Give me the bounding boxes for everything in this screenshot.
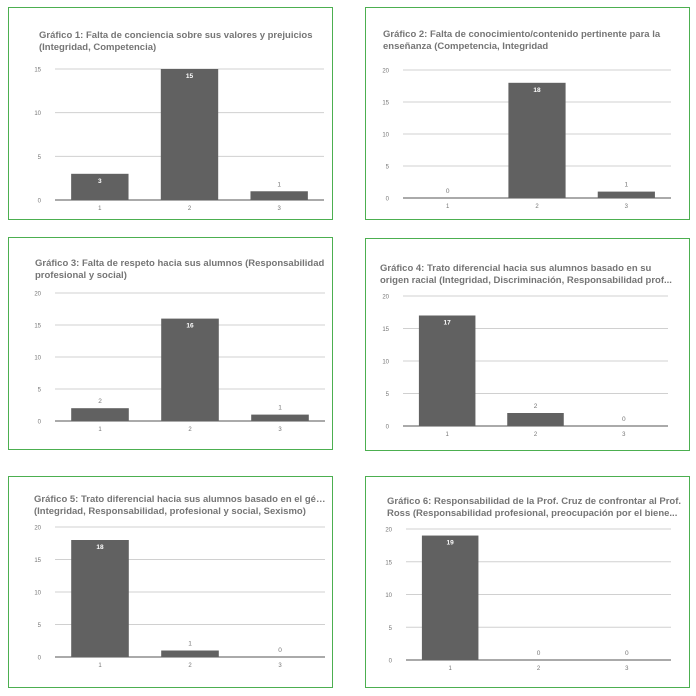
y-tick-label: 5 xyxy=(38,623,42,629)
data-label: 1 xyxy=(625,182,629,189)
bar xyxy=(418,315,476,426)
chart-panel-3: Gráfico 3: Falta de respeto hacia sus al… xyxy=(8,237,333,450)
y-tick-label: 10 xyxy=(382,360,389,366)
bar-chart-svg: 0 5 10 15 20 2 1 16 2 1 3 xyxy=(34,292,325,433)
bar xyxy=(71,173,129,200)
y-tick-label: 10 xyxy=(34,111,41,117)
x-tick-label: 1 xyxy=(445,432,449,438)
x-tick-label: 2 xyxy=(188,427,192,433)
y-tick-label: 20 xyxy=(34,526,41,532)
x-tick-label: 3 xyxy=(278,427,282,433)
x-tick-label: 1 xyxy=(446,204,450,210)
y-tick-label: 0 xyxy=(38,656,42,662)
bar xyxy=(161,650,219,657)
y-tick-label: 0 xyxy=(389,659,393,665)
bar-chart-svg: 0 5 10 15 20 0 1 18 2 1 3 xyxy=(382,69,671,210)
bar xyxy=(251,414,309,421)
y-tick-label: 10 xyxy=(385,593,392,599)
y-tick-label: 15 xyxy=(34,68,41,74)
data-label: 3 xyxy=(98,178,102,185)
bar xyxy=(250,191,308,200)
data-label: 16 xyxy=(186,323,194,330)
y-tick-label: 20 xyxy=(385,528,392,534)
bar-chart-svg: 0 5 10 15 3 1 15 2 1 3 xyxy=(34,68,324,212)
data-label: 2 xyxy=(534,403,538,410)
x-tick-label: 2 xyxy=(188,206,192,212)
y-tick-label: 15 xyxy=(34,558,41,564)
data-label: 2 xyxy=(98,398,102,405)
x-tick-label: 3 xyxy=(278,663,282,669)
bar xyxy=(421,535,479,660)
y-tick-label: 20 xyxy=(382,295,389,301)
y-tick-label: 5 xyxy=(38,155,42,161)
x-tick-label: 2 xyxy=(534,432,538,438)
chart-panel-4: Gráfico 4: Trato diferencial hacia sus a… xyxy=(365,238,690,451)
x-tick-label: 3 xyxy=(625,666,629,672)
data-label: 1 xyxy=(188,641,192,648)
y-tick-label: 0 xyxy=(38,199,42,205)
chart-panel-6: Gráfico 6: Responsabilidad de la Prof. C… xyxy=(365,476,690,688)
bar xyxy=(160,69,219,200)
bar xyxy=(597,191,655,198)
data-label: 19 xyxy=(447,540,455,547)
y-tick-label: 5 xyxy=(386,392,390,398)
bar xyxy=(161,318,219,421)
y-tick-label: 0 xyxy=(386,197,390,203)
data-label: 17 xyxy=(444,320,452,327)
data-label: 18 xyxy=(96,544,104,551)
data-label: 0 xyxy=(622,416,626,423)
x-tick-label: 1 xyxy=(98,427,102,433)
x-tick-label: 3 xyxy=(277,206,281,212)
data-label: 0 xyxy=(278,647,282,654)
chart-panel-5: Gráfico 5: Trato diferencial hacia sus a… xyxy=(8,476,333,688)
x-tick-label: 1 xyxy=(98,663,102,669)
y-tick-label: 10 xyxy=(34,591,41,597)
data-label: 1 xyxy=(278,405,282,412)
y-tick-label: 0 xyxy=(386,425,390,431)
data-label: 0 xyxy=(537,650,541,657)
data-label: 15 xyxy=(186,73,194,80)
bar xyxy=(508,82,566,198)
x-tick-label: 3 xyxy=(622,432,626,438)
y-tick-label: 0 xyxy=(38,420,42,426)
chart-panel-1: Gráfico 1: Falta de conciencia sobre sus… xyxy=(8,7,333,220)
bar xyxy=(71,540,129,657)
y-tick-label: 15 xyxy=(382,327,389,333)
x-tick-label: 2 xyxy=(537,666,541,672)
y-tick-label: 5 xyxy=(38,388,42,394)
x-tick-label: 3 xyxy=(625,204,629,210)
y-tick-label: 15 xyxy=(34,324,41,330)
x-tick-label: 2 xyxy=(188,663,192,669)
y-tick-label: 15 xyxy=(382,101,389,107)
data-label: 0 xyxy=(625,650,629,657)
y-tick-label: 5 xyxy=(386,165,390,171)
y-tick-label: 10 xyxy=(34,356,41,362)
y-tick-label: 10 xyxy=(382,133,389,139)
y-tick-label: 15 xyxy=(385,560,392,566)
bar xyxy=(507,413,564,426)
y-tick-label: 20 xyxy=(382,69,389,75)
y-tick-label: 5 xyxy=(389,626,393,632)
x-tick-label: 1 xyxy=(98,206,102,212)
data-label: 18 xyxy=(533,87,541,94)
chart-panel-2: Gráfico 2: Falta de conocimiento/conteni… xyxy=(365,7,690,220)
x-tick-label: 1 xyxy=(448,666,452,672)
data-label: 0 xyxy=(446,188,450,195)
data-label: 1 xyxy=(277,181,281,188)
x-tick-label: 2 xyxy=(535,204,539,210)
bar xyxy=(71,408,129,421)
y-tick-label: 20 xyxy=(34,292,41,298)
